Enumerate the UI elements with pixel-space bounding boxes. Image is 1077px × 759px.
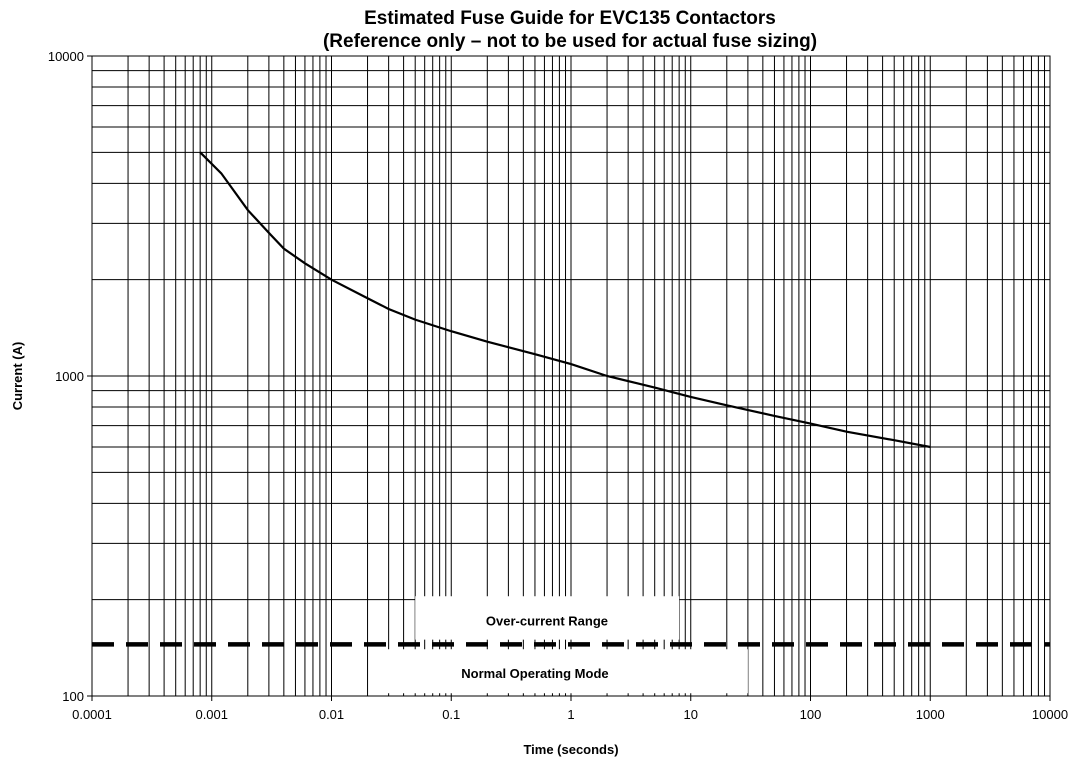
x-tick-label: 0.01 — [319, 707, 344, 722]
annotation-normal-mode: Normal Operating Mode — [461, 666, 608, 681]
x-axis-label: Time (seconds) — [523, 742, 618, 757]
x-tick-label: 10000 — [1032, 707, 1068, 722]
x-tick-label: 0.001 — [195, 707, 228, 722]
y-tick-label: 100 — [62, 689, 84, 704]
x-tick-label: 10 — [684, 707, 698, 722]
x-tick-label: 1000 — [916, 707, 945, 722]
x-axis-ticks: 0.0001 0.001 0.01 0.1 1 10 100 1000 10000 — [72, 696, 1068, 722]
x-tick-label: 1 — [567, 707, 574, 722]
chart-subtitle: (Reference only – not to be used for act… — [0, 31, 1077, 53]
x-tick-label: 100 — [800, 707, 822, 722]
x-tick-label: 0.0001 — [72, 707, 112, 722]
x-tick-label: 0.1 — [442, 707, 460, 722]
chart-title: Estimated Fuse Guide for EVC135 Contacto… — [0, 8, 1077, 30]
y-tick-label: 1000 — [55, 369, 84, 384]
annotation-over-current: Over-current Range — [486, 614, 608, 629]
y-axis-label: Current (A) — [10, 342, 25, 411]
